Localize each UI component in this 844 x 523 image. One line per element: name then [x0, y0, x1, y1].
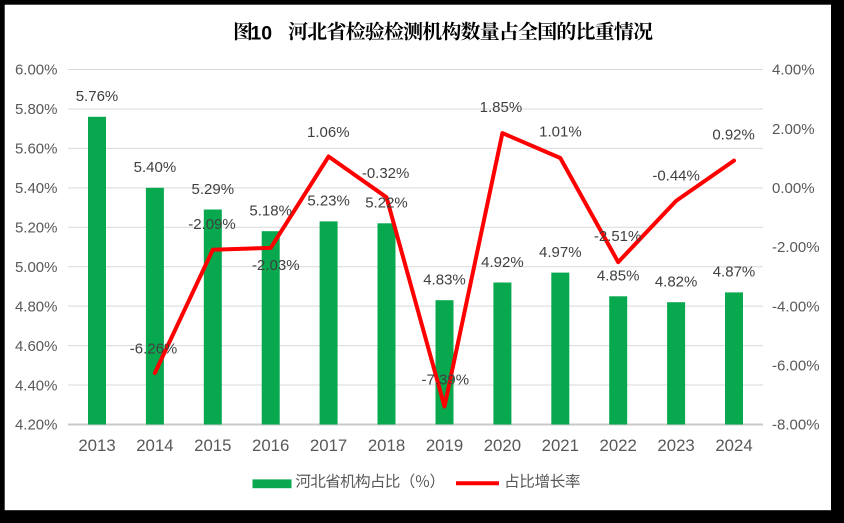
svg-text:-0.32%: -0.32%	[362, 165, 410, 182]
svg-text:2018: 2018	[368, 436, 405, 455]
svg-text:-2.00%: -2.00%	[772, 239, 820, 256]
svg-text:2.00%: 2.00%	[772, 121, 815, 138]
svg-text:-2.03%: -2.03%	[252, 257, 300, 274]
svg-text:5.76%: 5.76%	[76, 88, 119, 105]
svg-text:2015: 2015	[194, 436, 231, 455]
svg-text:10: 10	[250, 22, 272, 44]
svg-text:5.20%: 5.20%	[15, 220, 58, 237]
svg-text:4.60%: 4.60%	[15, 338, 58, 355]
svg-text:2019: 2019	[426, 436, 463, 455]
svg-text:5.80%: 5.80%	[15, 101, 58, 118]
svg-text:-8.00%: -8.00%	[772, 417, 820, 434]
svg-text:-2.09%: -2.09%	[188, 216, 236, 233]
svg-text:2024: 2024	[715, 436, 752, 455]
svg-text:4.83%: 4.83%	[423, 272, 466, 289]
svg-text:4.85%: 4.85%	[597, 268, 640, 285]
svg-text:-6.00%: -6.00%	[772, 358, 820, 375]
svg-text:4.97%: 4.97%	[539, 244, 582, 261]
svg-text:2023: 2023	[657, 436, 694, 455]
svg-text:-4.00%: -4.00%	[772, 298, 820, 315]
svg-text:2016: 2016	[252, 436, 289, 455]
svg-text:-2.51%: -2.51%	[594, 228, 642, 245]
svg-text:6.00%: 6.00%	[15, 62, 58, 79]
svg-text:2017: 2017	[310, 436, 347, 455]
svg-text:4.00%: 4.00%	[772, 62, 815, 79]
svg-text:4.20%: 4.20%	[15, 417, 58, 434]
svg-text:0.92%: 0.92%	[712, 127, 755, 144]
svg-text:5.22%: 5.22%	[365, 195, 408, 212]
svg-text:2021: 2021	[542, 436, 579, 455]
svg-text:4.87%: 4.87%	[713, 264, 756, 281]
svg-text:4.92%: 4.92%	[481, 254, 524, 271]
svg-text:1.85%: 1.85%	[480, 99, 523, 116]
svg-text:5.18%: 5.18%	[249, 203, 292, 220]
svg-text:1.06%: 1.06%	[307, 124, 350, 141]
svg-text:2013: 2013	[78, 436, 115, 455]
svg-text:1.01%: 1.01%	[539, 124, 582, 141]
svg-text:-0.44%: -0.44%	[652, 168, 700, 185]
svg-text:5.29%: 5.29%	[192, 181, 235, 198]
svg-text:2022: 2022	[600, 436, 637, 455]
svg-text:4.82%: 4.82%	[655, 274, 698, 291]
svg-text:4.40%: 4.40%	[15, 377, 58, 394]
svg-text:5.60%: 5.60%	[15, 141, 58, 158]
svg-text:-6.26%: -6.26%	[130, 340, 178, 357]
svg-text:2014: 2014	[136, 436, 173, 455]
svg-text:5.40%: 5.40%	[15, 180, 58, 197]
svg-text:5.40%: 5.40%	[134, 159, 177, 176]
svg-text:4.80%: 4.80%	[15, 298, 58, 315]
svg-text:5.23%: 5.23%	[307, 193, 350, 210]
svg-text:2020: 2020	[484, 436, 521, 455]
svg-text:5.00%: 5.00%	[15, 259, 58, 276]
svg-text:-7.39%: -7.39%	[422, 371, 470, 388]
svg-text:0.00%: 0.00%	[772, 180, 815, 197]
